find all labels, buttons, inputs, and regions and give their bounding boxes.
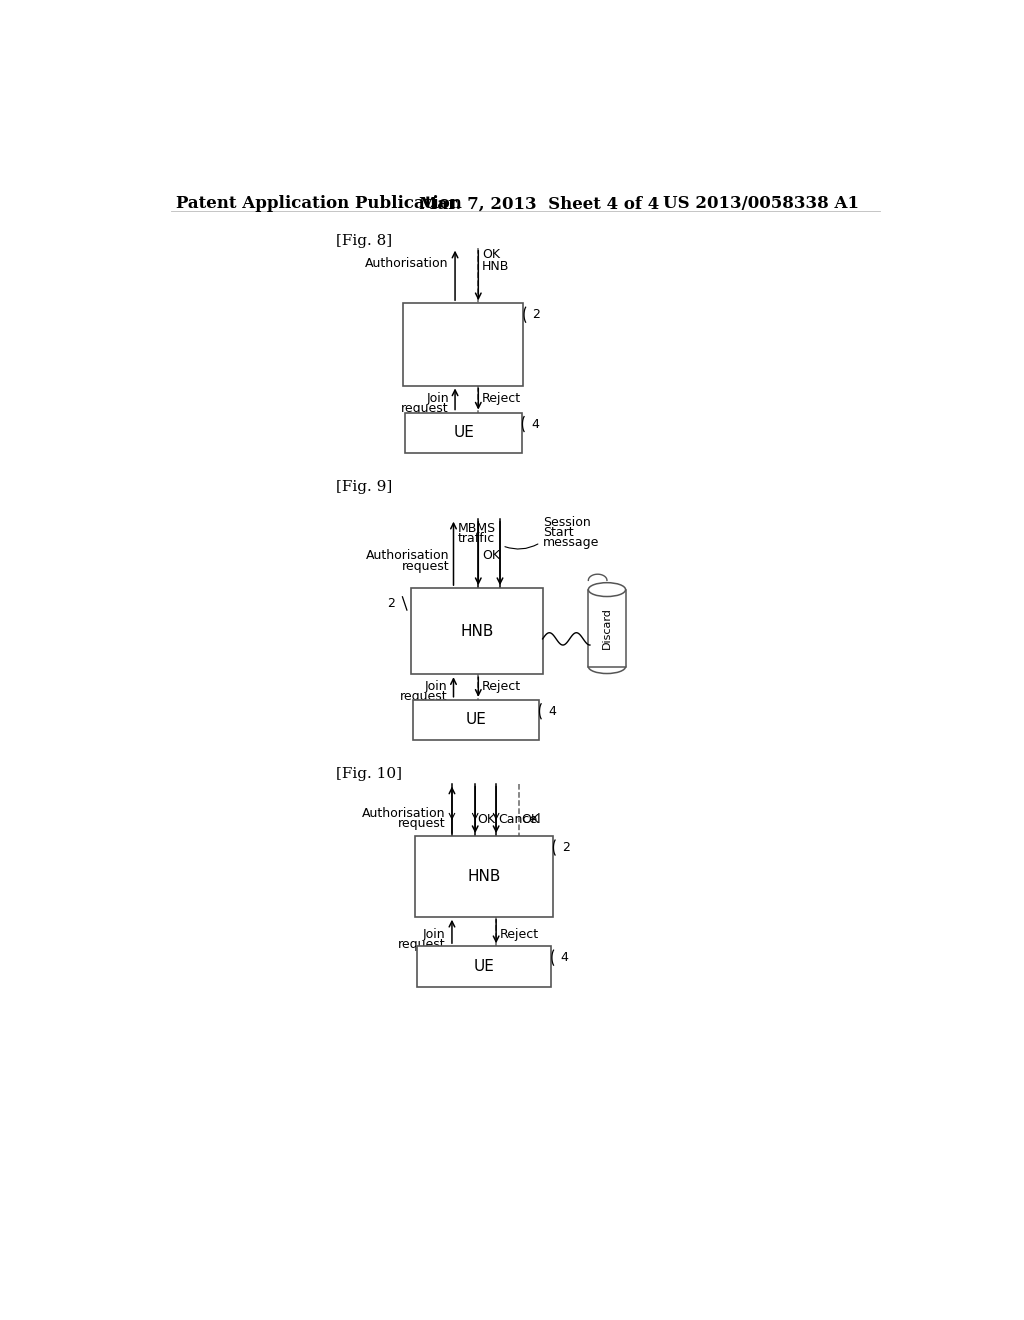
Bar bbox=[403, 304, 523, 385]
Text: request: request bbox=[402, 560, 450, 573]
Bar bbox=[414, 700, 539, 739]
Text: Patent Application Publication: Patent Application Publication bbox=[176, 195, 462, 213]
Bar bbox=[417, 946, 551, 987]
Text: Discard: Discard bbox=[602, 607, 612, 649]
Text: Reject: Reject bbox=[482, 680, 521, 693]
Text: Reject: Reject bbox=[500, 928, 539, 941]
Text: request: request bbox=[398, 817, 445, 830]
Text: Reject: Reject bbox=[482, 392, 521, 405]
Text: OK: OK bbox=[482, 248, 500, 261]
Text: request: request bbox=[399, 690, 447, 704]
Text: Authorisation: Authorisation bbox=[362, 807, 445, 820]
Text: request: request bbox=[398, 939, 445, 952]
Ellipse shape bbox=[589, 582, 626, 597]
Text: US 2013/0058338 A1: US 2013/0058338 A1 bbox=[663, 195, 859, 213]
Text: [Fig. 8]: [Fig. 8] bbox=[336, 234, 392, 248]
Text: 2: 2 bbox=[532, 308, 541, 321]
Bar bbox=[406, 413, 521, 453]
Text: UE: UE bbox=[474, 960, 495, 974]
Text: HNB: HNB bbox=[460, 623, 494, 639]
Bar bbox=[589, 590, 626, 667]
Text: Join: Join bbox=[425, 680, 447, 693]
Text: 2: 2 bbox=[387, 597, 395, 610]
Bar bbox=[411, 589, 543, 675]
Text: traffic: traffic bbox=[458, 532, 495, 545]
Text: UE: UE bbox=[454, 425, 474, 440]
Text: MBMS: MBMS bbox=[458, 521, 496, 535]
Text: Mar. 7, 2013  Sheet 4 of 4: Mar. 7, 2013 Sheet 4 of 4 bbox=[419, 195, 658, 213]
Text: message: message bbox=[543, 536, 599, 549]
Text: Cancel: Cancel bbox=[499, 813, 541, 825]
Text: 4: 4 bbox=[531, 417, 539, 430]
Text: HNB: HNB bbox=[467, 869, 501, 884]
Text: 2: 2 bbox=[562, 841, 570, 854]
Text: OK: OK bbox=[477, 813, 496, 825]
Bar bbox=[415, 836, 553, 917]
Text: OK: OK bbox=[482, 549, 500, 562]
Text: [Fig. 10]: [Fig. 10] bbox=[336, 767, 401, 780]
Text: Join: Join bbox=[426, 392, 449, 405]
Text: UE: UE bbox=[466, 713, 486, 727]
Text: HNB: HNB bbox=[482, 260, 510, 273]
Text: Start: Start bbox=[543, 527, 573, 539]
Text: 4: 4 bbox=[548, 705, 556, 718]
Text: 4: 4 bbox=[560, 952, 568, 964]
Ellipse shape bbox=[589, 660, 626, 673]
Text: OK: OK bbox=[521, 813, 540, 825]
Text: Join: Join bbox=[423, 928, 445, 941]
Text: [Fig. 9]: [Fig. 9] bbox=[336, 480, 392, 494]
Text: Authorisation: Authorisation bbox=[366, 256, 449, 269]
Text: Authorisation: Authorisation bbox=[367, 549, 450, 562]
Text: request: request bbox=[401, 403, 449, 416]
Text: Session: Session bbox=[543, 516, 591, 529]
